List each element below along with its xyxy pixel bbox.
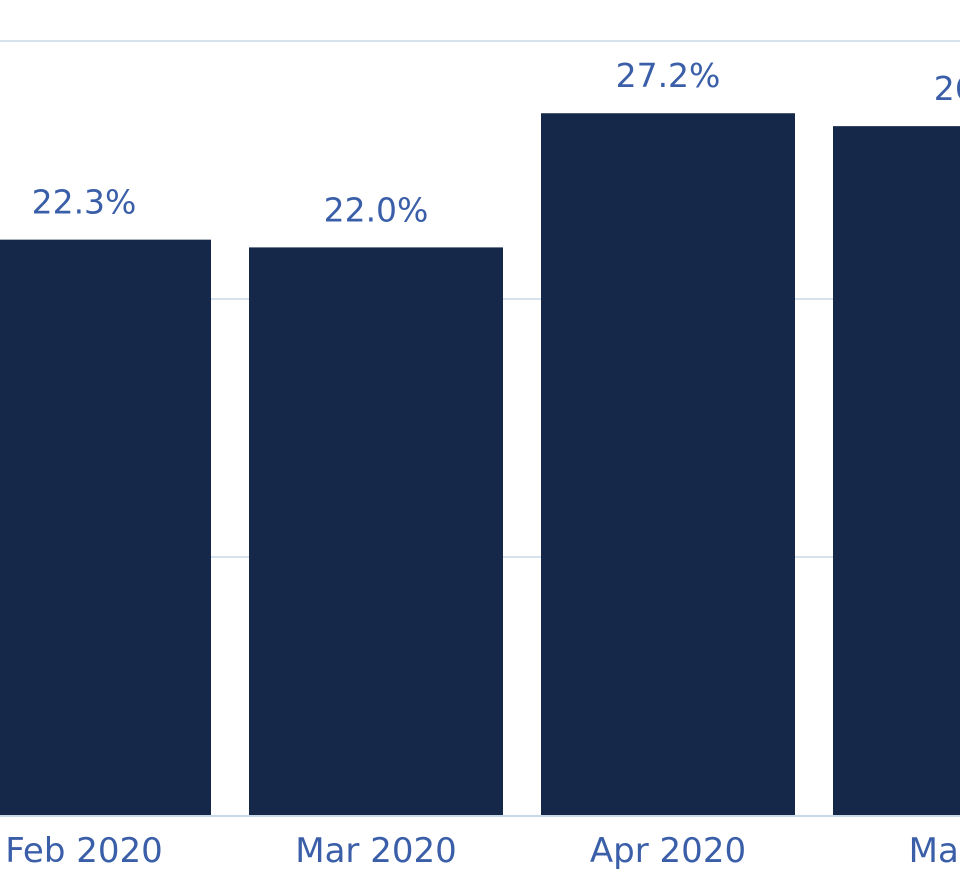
value-label: 27.2% (616, 56, 721, 95)
bar-apr-2020 (541, 113, 795, 816)
x-tick-label: Mar 2020 (295, 831, 456, 871)
value-labels: 22.3% 22.0% 27.2% 26. (32, 56, 960, 229)
bar-mar-2020 (249, 247, 503, 815)
x-tick-label: Apr 2020 (590, 831, 746, 871)
x-axis-ticks: Feb 2020 Mar 2020 Apr 2020 May 2 (5, 831, 960, 871)
x-tick-label: May 2 (909, 831, 960, 871)
bar-feb-2020 (0, 239, 211, 815)
value-label: 22.0% (324, 190, 429, 229)
bar-may-2020 (833, 126, 960, 815)
x-tick-label: Feb 2020 (5, 831, 163, 871)
bars (0, 113, 960, 816)
value-label: 26. (934, 69, 960, 108)
value-label: 22.3% (32, 183, 137, 222)
